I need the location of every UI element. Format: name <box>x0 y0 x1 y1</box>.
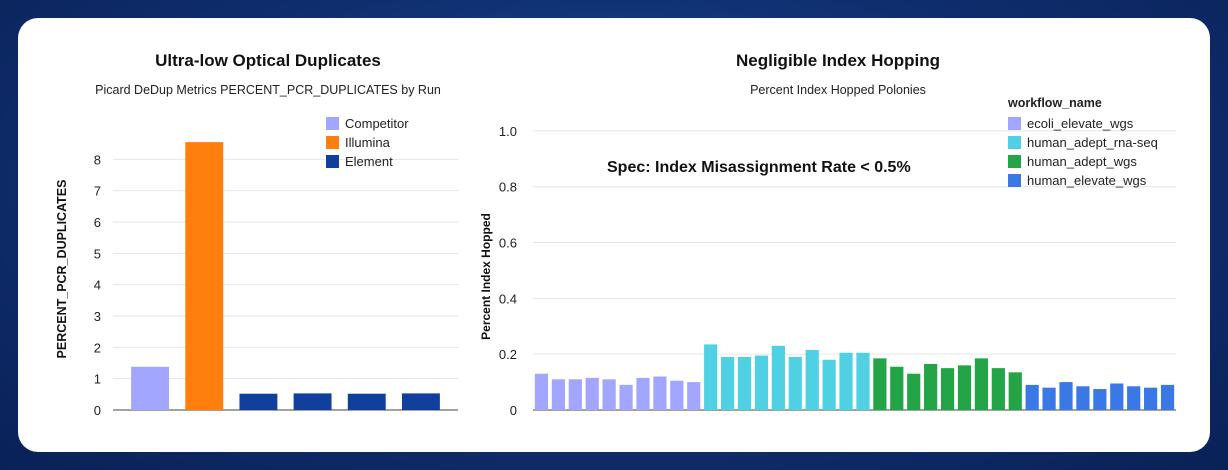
legend-label: Illumina <box>345 135 390 150</box>
chart-subtitle-duplicates: Picard DeDup Metrics PERCENT_PCR_DUPLICA… <box>95 83 441 97</box>
bar-ecoli_elevate_wgs <box>585 377 599 410</box>
bar-element <box>347 393 386 410</box>
bar-human_elevate_wgs <box>1160 384 1175 410</box>
legend-item: Element <box>326 152 409 171</box>
bar-human_elevate_wgs <box>1144 387 1158 410</box>
y-tick-label: 2 <box>94 340 101 355</box>
y-tick-label: 1 <box>94 372 101 387</box>
y-tick-label: 0.8 <box>499 180 517 195</box>
bar-ecoli_elevate_wgs <box>534 373 549 410</box>
y-tick-label: 0.6 <box>499 236 517 251</box>
bar-ecoli_elevate_wgs <box>568 379 582 410</box>
y-tick-label: 6 <box>94 215 101 230</box>
dashboard-card: Ultra-low Optical Duplicates Picard DeDu… <box>18 18 1210 452</box>
bar-human_adept_rna-seq <box>839 352 853 410</box>
bar-ecoli_elevate_wgs <box>619 384 633 410</box>
y-axis-label: PERCENT_PCR_DUPLICATES <box>55 180 69 359</box>
legend-item: human_adept_rna-seq <box>1008 133 1158 152</box>
bar-element <box>401 393 440 410</box>
bar-human_adept_wgs <box>991 368 1005 410</box>
duplicates-legend: Competitor Illumina Element <box>326 114 409 171</box>
index-hopping-bar-chart: 0 0.2 0.4 0.6 0.8 1.0 Percent Index Hopped <box>479 124 1176 418</box>
legend-swatch <box>326 155 339 168</box>
legend-label: human_elevate_wgs <box>1027 173 1147 188</box>
bar-illumina <box>185 142 224 410</box>
workflow-legend: workflow_name ecoli_elevate_wgs human_ade… <box>1008 96 1158 190</box>
bar-human_adept_rna-seq <box>771 345 785 410</box>
bar-element <box>293 393 332 410</box>
y-tick-label: 0.2 <box>499 347 517 362</box>
bar-human_elevate_wgs <box>1127 386 1141 410</box>
legend-swatch <box>326 136 339 149</box>
bar-human_adept_wgs <box>974 358 989 410</box>
bar-ecoli_elevate_wgs <box>653 376 667 410</box>
legend-label: human_adept_rna-seq <box>1027 135 1158 150</box>
legend-swatch <box>1008 136 1021 149</box>
y-tick-label: 5 <box>94 246 101 261</box>
bar-human_adept_rna-seq <box>822 359 836 410</box>
y-axis-label: Percent Index Hopped <box>479 213 493 340</box>
bar-human_elevate_wgs <box>1110 383 1124 410</box>
bar-ecoli_elevate_wgs <box>670 380 684 410</box>
bar-human_elevate_wgs <box>1042 387 1056 410</box>
bar-ecoli_elevate_wgs <box>551 379 565 410</box>
legend-label: Element <box>345 154 393 169</box>
bar-human_elevate_wgs <box>1025 384 1039 410</box>
legend-swatch <box>1008 117 1021 130</box>
legend-item: ecoli_elevate_wgs <box>1008 114 1158 133</box>
bar-human_adept_wgs <box>957 365 972 410</box>
bar-human_elevate_wgs <box>1093 389 1107 410</box>
bar-human_adept_wgs <box>1008 372 1022 410</box>
legend-label: Competitor <box>345 116 409 131</box>
bar-ecoli_elevate_wgs <box>687 382 701 410</box>
legend-swatch <box>1008 174 1021 187</box>
bar-human_adept_rna-seq <box>856 352 870 410</box>
y-tick-label: 1.0 <box>499 124 517 139</box>
y-tick-label: 0 <box>510 403 517 418</box>
legend-item: Competitor <box>326 114 409 133</box>
bar-human_elevate_wgs <box>1059 382 1073 410</box>
y-tick-label: 4 <box>94 278 101 293</box>
bar-human_adept_rna-seq <box>737 356 752 410</box>
y-tick-label: 0 <box>94 403 101 418</box>
legend-title: workflow_name <box>1008 96 1102 110</box>
y-tick-label: 0.4 <box>499 291 517 306</box>
legend-label: ecoli_elevate_wgs <box>1027 116 1134 131</box>
bar-human_adept_rna-seq <box>788 356 802 410</box>
legend-item: human_elevate_wgs <box>1008 171 1158 190</box>
bar-ecoli_elevate_wgs <box>602 379 616 410</box>
spec-annotation: Spec: Index Misassignment Rate < 0.5% <box>607 159 911 176</box>
legend-swatch <box>1008 155 1021 168</box>
legend-label: human_adept_wgs <box>1027 154 1137 169</box>
bar-human_adept_rna-seq <box>754 355 769 410</box>
bar-ecoli_elevate_wgs <box>636 377 650 410</box>
bar-element <box>239 393 278 410</box>
bar-human_adept_rna-seq <box>704 344 718 410</box>
y-tick-label: 8 <box>94 152 101 167</box>
legend-item: Illumina <box>326 133 409 152</box>
bar-human_adept_wgs <box>873 358 887 410</box>
chart-title-duplicates: Ultra-low Optical Duplicates <box>155 51 381 70</box>
legend-item: human_adept_wgs <box>1008 152 1158 171</box>
bar-human_adept_wgs <box>940 368 955 410</box>
legend-swatch <box>326 117 339 130</box>
chart-title-index-hopping: Negligible Index Hopping <box>736 51 940 70</box>
y-tick-label: 7 <box>94 184 101 199</box>
bar-human_adept_rna-seq <box>805 349 819 410</box>
bar-human_elevate_wgs <box>1076 386 1090 410</box>
bar-human_adept_wgs <box>907 373 921 410</box>
bar-human_adept_rna-seq <box>720 356 735 410</box>
y-tick-label: 3 <box>94 309 101 324</box>
bar-human_adept_wgs <box>890 366 904 410</box>
chart-subtitle-index-hopping: Percent Index Hopped Polonies <box>750 83 926 97</box>
bar-human_adept_wgs <box>924 363 938 410</box>
duplicates-bar-chart: 0 1 2 3 4 5 6 7 8 PERCENT_PCR_DUPLICATES <box>55 142 458 418</box>
bar-competitor <box>131 366 170 410</box>
